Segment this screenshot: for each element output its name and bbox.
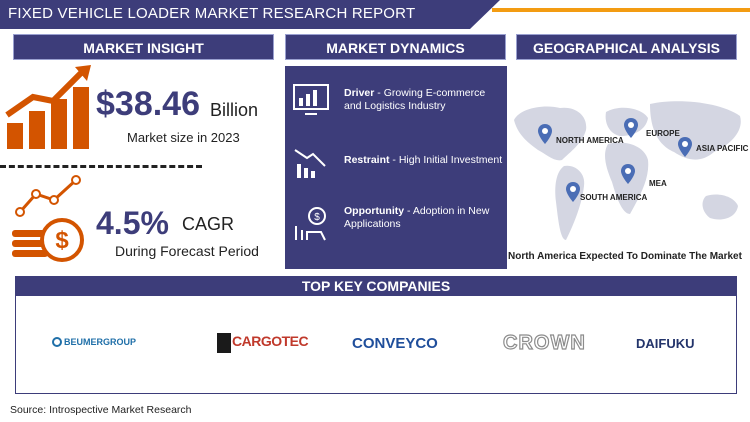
- region-mea: MEA: [649, 179, 667, 188]
- market-size-caption: Market size in 2023: [127, 130, 240, 145]
- growth-hand-icon: $: [295, 207, 326, 241]
- driver-label: Driver: [344, 87, 375, 99]
- market-size-value: $38.46: [96, 85, 200, 123]
- coins-dollar-icon: $: [12, 175, 84, 262]
- pin-icon: [678, 137, 692, 157]
- company-cargotec: CARGOTEC: [232, 333, 309, 349]
- decline-chart-icon: [294, 149, 326, 178]
- svg-text:$: $: [55, 227, 69, 254]
- driver-text: - Growing E-commerce and Logistics Indus…: [344, 87, 486, 112]
- growth-bar-chart-icon: [5, 65, 91, 149]
- cagr-value: 4.5%: [96, 205, 169, 241]
- market-insight-header: MARKET INSIGHT: [13, 34, 274, 60]
- restraint-text: - High Initial Investment: [389, 154, 503, 166]
- opportunity-item: Opportunity - Adoption in New Applicatio…: [344, 205, 504, 231]
- beumer-logo-icon: [52, 337, 62, 347]
- geo-analysis-header: GEOGRAPHICAL ANALYSIS: [516, 34, 737, 60]
- region-europe: EUROPE: [646, 129, 680, 138]
- opportunity-label: Opportunity: [344, 205, 405, 217]
- company-daifuku: DAIFUKU: [636, 336, 695, 351]
- dynamics-panel: Driver - Growing E-commerce and Logistic…: [285, 66, 507, 269]
- geo-caption: North America Expected To Dominate The M…: [508, 251, 742, 262]
- driver-item: Driver - Growing E-commerce and Logistic…: [344, 87, 504, 113]
- pin-icon: [566, 182, 580, 202]
- report-title: FIXED VEHICLE LOADER MARKET RESEARCH REP…: [8, 5, 416, 22]
- region-asia-pacific: ASIA PACIFIC: [696, 144, 749, 153]
- company-beumer: BEUMERGROUP: [64, 337, 137, 347]
- region-south-america: SOUTH AMERICA: [580, 193, 648, 202]
- monitor-chart-icon: [293, 84, 329, 115]
- region-north-america: NORTH AMERICA: [556, 136, 624, 145]
- pin-icon: [624, 118, 638, 138]
- cagr-caption: During Forecast Period: [115, 243, 259, 259]
- companies-box: [15, 296, 737, 394]
- title-bar: FIXED VEHICLE LOADER MARKET RESEARCH REP…: [0, 0, 500, 29]
- svg-text:$: $: [314, 212, 320, 223]
- market-dynamics-header: MARKET DYNAMICS: [285, 34, 506, 60]
- restraint-item: Restraint - High Initial Investment: [344, 154, 504, 167]
- accent-line: [492, 8, 750, 12]
- divider: [0, 165, 202, 168]
- companies-header: TOP KEY COMPANIES: [15, 276, 737, 296]
- opportunity-text: - Adoption in New Applications: [344, 205, 490, 230]
- market-size-unit: Billion: [210, 100, 259, 120]
- restraint-label: Restraint: [344, 154, 390, 166]
- cagr-unit: CAGR: [182, 214, 235, 234]
- company-crown: CROWN: [502, 331, 586, 354]
- pin-icon: [538, 124, 552, 144]
- company-conveyco: CONVEYCO: [352, 335, 438, 352]
- cargotec-logo-icon: [217, 333, 231, 353]
- source-note: Source: Introspective Market Research: [10, 404, 192, 416]
- pin-icon: [621, 164, 635, 184]
